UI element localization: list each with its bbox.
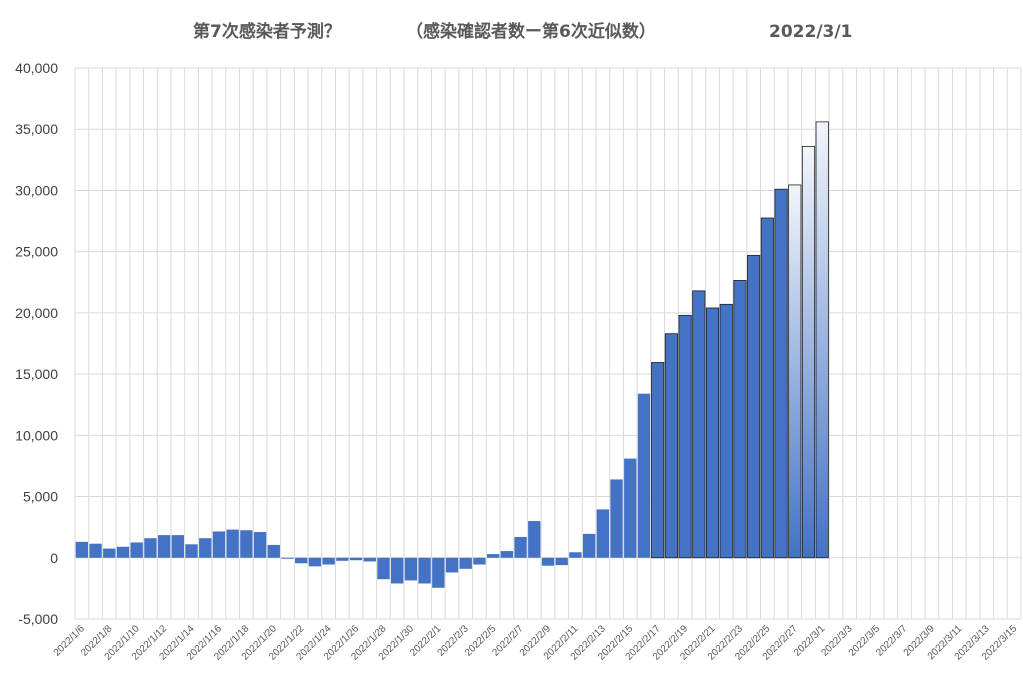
bar-predicted (801, 145, 816, 559)
bar (322, 557, 335, 565)
vertical-gridlines (74, 68, 1022, 619)
y-tick-label: 25,000 (15, 244, 58, 260)
bar (664, 333, 678, 559)
bar (240, 530, 253, 558)
bar (199, 538, 212, 558)
y-tick-label: 30,000 (15, 182, 58, 198)
bar (473, 557, 486, 565)
bar (719, 303, 733, 559)
bar (418, 557, 431, 584)
bar (500, 551, 514, 558)
y-tick-label: -5,000 (18, 611, 58, 627)
bar (760, 217, 774, 559)
bar (391, 557, 404, 584)
bar (596, 509, 610, 558)
bar-predicted (815, 121, 829, 559)
y-tick-label: 10,000 (15, 427, 58, 443)
bar (171, 535, 184, 558)
bars (75, 121, 829, 588)
bar (432, 557, 445, 588)
y-axis-tick-labels: -5,000 0 5,000 10,000 15,000 20,000 25,000 30,0… (15, 60, 58, 627)
y-tick-label: 5,000 (23, 489, 58, 505)
bar (514, 536, 527, 558)
bar (253, 532, 267, 558)
bar (75, 541, 89, 558)
y-tick-label: 35,000 (15, 121, 58, 137)
bar (555, 557, 568, 566)
bar (541, 557, 555, 566)
bar (308, 557, 322, 567)
bar (404, 557, 418, 581)
bar (582, 533, 596, 558)
bar (103, 548, 116, 558)
bar (705, 307, 720, 559)
bar (610, 479, 623, 558)
bar (267, 544, 280, 558)
chart-title-date: 2022/3/1 (769, 22, 852, 42)
bar (130, 542, 143, 558)
bar (528, 521, 541, 558)
bar (144, 538, 157, 558)
x-axis-tick-labels: 2022/1/62022/1/82022/1/102022/1/122022/1… (52, 623, 1020, 663)
bar (445, 557, 459, 573)
bar (774, 188, 788, 559)
bar (116, 546, 130, 558)
bar (185, 544, 198, 558)
bar (89, 543, 102, 558)
bar (377, 557, 390, 580)
bar (637, 393, 651, 558)
y-tick-label: 40,000 (15, 60, 58, 76)
y-tick-label: 0 (50, 550, 58, 566)
chart-title-sub: （感染確認者数ー第6次近似数） (406, 21, 656, 42)
bar (157, 535, 171, 558)
bar (733, 280, 747, 559)
bar (569, 552, 582, 558)
bar (363, 557, 376, 562)
bar (336, 557, 349, 561)
bar (486, 554, 500, 558)
bar (651, 362, 665, 559)
bar (459, 557, 472, 569)
y-tick-label: 20,000 (15, 305, 58, 321)
bar (295, 557, 308, 564)
bar (678, 314, 692, 559)
chart-title-main: 第7次感染者予測？ (193, 21, 341, 42)
bar (624, 458, 637, 558)
bar (349, 557, 363, 561)
bar (747, 254, 761, 559)
bar (692, 290, 706, 559)
bar (226, 529, 239, 558)
y-tick-label: 15,000 (15, 366, 58, 382)
bar (281, 557, 294, 559)
bar-predicted (788, 184, 802, 559)
bar (212, 531, 226, 558)
